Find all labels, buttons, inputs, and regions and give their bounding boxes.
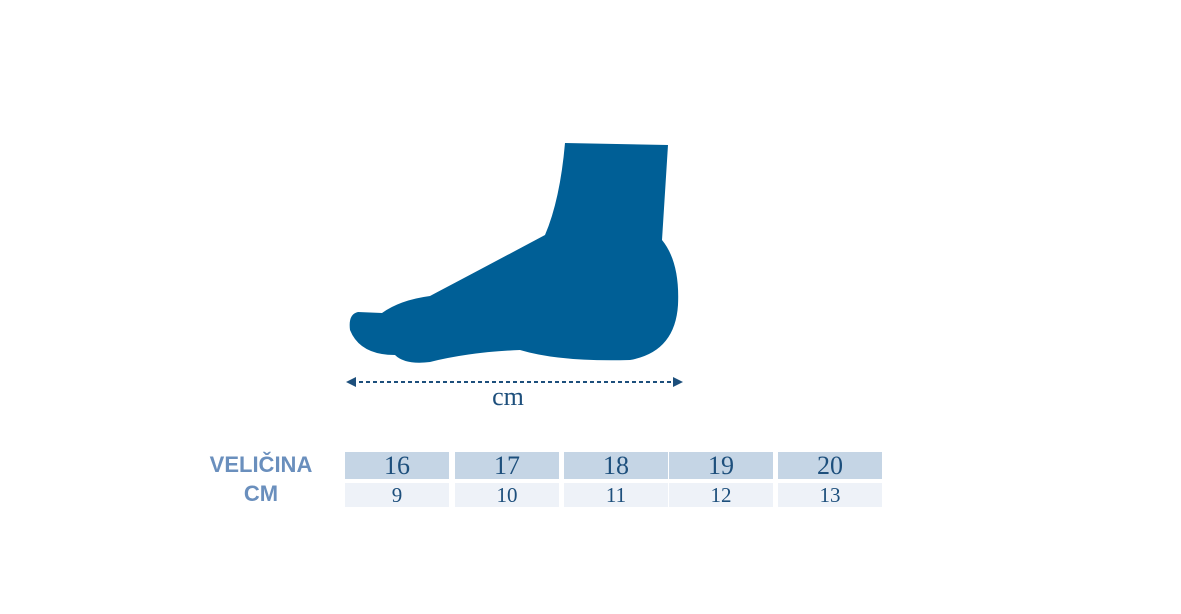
table-cell: 12 — [669, 483, 773, 507]
table-cell: 17 — [455, 452, 559, 479]
arrow-left — [346, 377, 356, 387]
table-cell: 19 — [669, 452, 773, 479]
foot — [349, 143, 679, 363]
row-label: CM — [243, 481, 279, 506]
table-cell: 11 — [564, 483, 668, 507]
table-cell: 20 — [778, 452, 882, 479]
table-cell: 18 — [564, 452, 668, 479]
table-cell: 13 — [778, 483, 882, 507]
arrow-right — [673, 377, 683, 387]
row-label: VELIČINA — [209, 452, 313, 477]
measure-label: cm — [492, 382, 524, 411]
table-cell: 9 — [345, 483, 449, 507]
table-cell: 16 — [345, 452, 449, 479]
table-cell: 10 — [455, 483, 559, 507]
